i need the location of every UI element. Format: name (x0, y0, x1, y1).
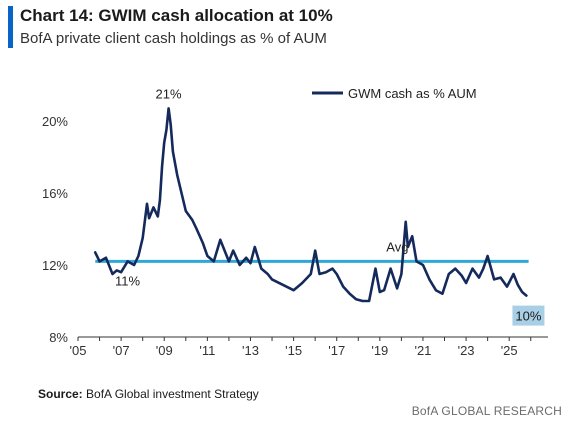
chart-title: Chart 14: GWIM cash allocation at 10% (20, 6, 333, 25)
source-note: Source: BofA Global investment Strategy (38, 387, 259, 401)
y-tick-label: 16% (42, 186, 68, 201)
source-label: Source: (38, 387, 83, 401)
last-value-label: 10% (515, 309, 541, 324)
chart-axes: 8% 12% 16% 20% '05 '07 '09 '11 '13 '15 '17 '19 '21 '2… (42, 114, 548, 358)
y-tick-label: 12% (42, 258, 68, 273)
average-label: Avg (386, 239, 408, 254)
x-tick-label: '05 (70, 343, 87, 358)
last-value-badge (512, 305, 545, 326)
legend: GWM cash as % AUM (312, 86, 477, 101)
peak-annotation: 21% (156, 86, 182, 101)
x-tick-label: '07 (113, 343, 130, 358)
x-tick-label: '15 (285, 343, 302, 358)
title-accent-bar (8, 6, 13, 48)
chart-subtitle: BofA private client cash holdings as % o… (20, 30, 327, 47)
x-tick-label: '13 (242, 343, 259, 358)
x-tick-label: '19 (371, 343, 388, 358)
source-text: BofA Global investment Strategy (86, 387, 259, 401)
x-tick-label: '17 (328, 343, 345, 358)
trough-annotation: 11% (115, 274, 140, 289)
y-tick-label: 8% (49, 330, 68, 345)
y-tick-label: 20% (42, 114, 68, 129)
x-tick-label: '11 (199, 343, 215, 358)
x-tick-label: '25 (501, 343, 518, 358)
legend-label: GWM cash as % AUM (348, 86, 477, 101)
brand-footer: BofA GLOBAL RESEARCH (411, 404, 562, 418)
x-tick-label: '23 (458, 343, 475, 358)
x-tick-label: '21 (414, 343, 431, 358)
x-tick-label: '09 (156, 343, 173, 358)
series-line-gwm-cash (93, 107, 528, 303)
